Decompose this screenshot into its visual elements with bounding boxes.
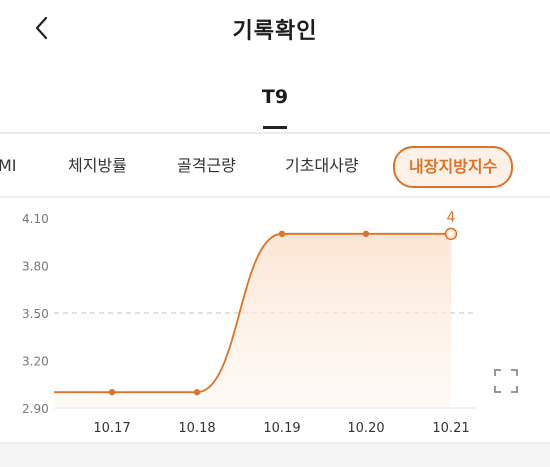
metric-body-fat-rate[interactable]: 체지방률 <box>68 156 127 175</box>
data-point <box>278 230 286 238</box>
tab-t9[interactable]: T9 <box>261 86 289 108</box>
page-title: 기록확인 <box>232 19 318 44</box>
data-point <box>362 230 370 238</box>
data-point <box>108 388 116 396</box>
x-tick-label: 10.20 <box>347 421 384 436</box>
y-tick-label: 2.90 <box>22 402 49 416</box>
expand-icon <box>494 369 518 393</box>
x-tick-label: 10.21 <box>432 421 469 436</box>
x-tick-label: 10.18 <box>178 421 215 436</box>
chevron-left-icon <box>35 16 48 40</box>
metric-divider <box>0 196 550 198</box>
metric-visceral-fat-index[interactable]: 내장지방지수 <box>393 146 514 188</box>
tab-divider <box>0 132 550 134</box>
y-tick-label: 3.80 <box>22 260 49 274</box>
footer-band <box>0 444 550 467</box>
area-fill <box>54 233 451 408</box>
metric-basal-metabolism[interactable]: 기초대사량 <box>285 156 359 175</box>
tab-active-indicator <box>263 126 287 129</box>
x-tick-label: 10.19 <box>263 421 300 436</box>
series-line <box>54 232 451 394</box>
expand-button[interactable] <box>492 367 520 395</box>
x-tick-label: 10.17 <box>93 421 130 436</box>
metric-bmi[interactable]: MI <box>0 156 17 175</box>
chart-divider <box>0 442 550 444</box>
metric-selector: MI 체지방률 골격근량 기초대사량 내장지방지수 <box>0 138 550 196</box>
chart: 4.10 3.80 3.50 3.20 2.90 4 10.17 10.18 10.19 10.2… <box>0 198 550 443</box>
chart-svg: 4.10 3.80 3.50 3.20 2.90 4 10.17 10.18 10.19 10.2… <box>22 210 476 436</box>
data-point <box>193 388 201 396</box>
header: 기록확인 <box>0 0 550 58</box>
metric-skeletal-muscle[interactable]: 골격근량 <box>177 156 236 175</box>
tab-bar: T9 <box>0 78 550 132</box>
back-button[interactable] <box>26 12 58 44</box>
y-tick-label: 3.20 <box>22 355 49 369</box>
y-tick-label: 4.10 <box>22 212 49 226</box>
highlight-point-center <box>448 231 454 237</box>
y-tick-label: 3.50 <box>22 307 49 321</box>
data-label: 4 <box>447 210 456 226</box>
